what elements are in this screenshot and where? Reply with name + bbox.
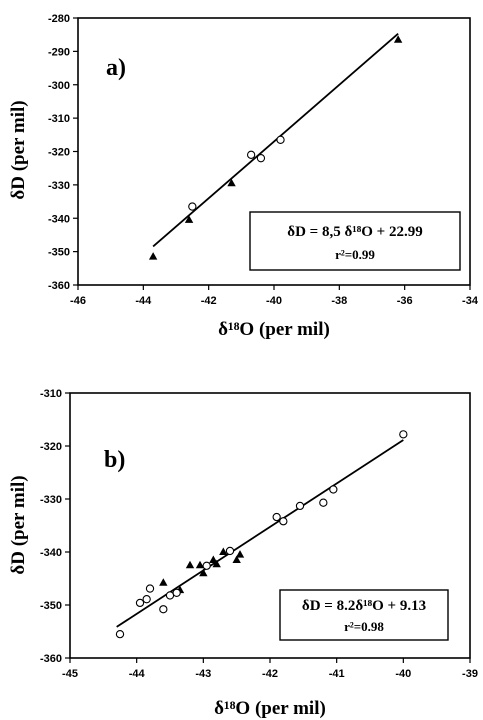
triangle-point [159,578,168,586]
circle-point [225,546,235,556]
panel-label: b) [104,447,125,473]
x-tick-label: -39 [462,668,478,680]
x-axis-label: δ¹⁸O (per mil) [218,319,330,340]
circle-point [276,135,285,144]
circle-point [135,598,145,608]
regression-line [152,33,399,248]
circle-point [115,630,125,639]
y-tick-label: -350 [40,600,62,612]
x-tick-label: -36 [397,295,413,307]
y-tick-label: -310 [40,388,62,400]
circle-point [159,605,168,614]
y-tick-label: -280 [48,13,70,25]
x-tick-label: -45 [62,668,78,680]
y-tick-label: -300 [48,80,70,92]
x-tick-label: -38 [331,295,347,307]
y-tick-label: -340 [48,213,70,225]
x-tick-label: -44 [129,668,146,680]
y-tick-label: -360 [48,280,70,292]
triangle-point [184,215,194,223]
equation-text: δD = 8.2δ¹⁸O + 9.13 [302,598,426,614]
triangle-point [235,550,245,558]
x-tick-label: -43 [195,668,211,680]
y-tick-label: -290 [48,46,70,58]
triangle-point [209,555,218,563]
chart-panel-1: -46 -44 -42 -40 -38 -36 -34 -280 -290 -300 -310 -32… [8,13,479,340]
x-tick-label: -40 [395,668,411,680]
y-tick-label: -330 [48,180,70,192]
y-tick-label: -330 [40,494,62,506]
circle-point [256,154,266,163]
triangle-point [393,35,403,43]
circle-point [329,485,338,494]
circle-point [202,561,211,570]
x-axis-label: δ¹⁸O (per mil) [214,698,326,719]
circle-point [279,517,288,526]
y-tick-label: -320 [40,441,62,453]
y-axis-label: δD (per mil) [8,100,29,199]
circle-point [188,202,197,211]
x-tick-label: -46 [70,295,86,307]
circle-point [246,150,256,159]
equation-box [279,589,449,641]
x-tick-label: -42 [201,295,217,307]
x-tick-label: -40 [266,295,282,307]
circle-point [295,501,305,511]
x-tick-label: -44 [135,295,152,307]
triangle-point [219,547,228,555]
circle-point [142,595,151,604]
r-squared-text: r²=0.99 [335,247,375,262]
circle-point [172,588,181,597]
triangle-point [185,560,195,569]
triangle-point [195,560,205,569]
panel-label: a) [106,55,126,81]
x-tick-label: -41 [329,668,345,680]
chart-panel-2: -45 -44 -43 -42 -41 -40 -39 -310 -320 -330 -340 -35… [8,388,478,719]
equation-text: δD = 8,5 δ¹⁸O + 22.99 [287,224,422,240]
triangle-point [227,178,236,187]
y-tick-label: -340 [40,547,62,559]
triangle-point [212,559,221,568]
y-axis-label: δD (per mil) [8,475,29,574]
x-tick-label: -42 [262,668,278,680]
circle-point [145,584,155,593]
equation-box [249,211,461,271]
circle-point [399,430,408,439]
r-squared-text: r²=0.98 [344,619,384,634]
triangle-point [199,568,208,577]
y-tick-label: -350 [48,247,70,259]
y-tick-label: -310 [48,113,70,125]
regression-line [116,439,404,628]
circle-point [272,512,281,522]
triangle-point [148,252,158,260]
circle-point [319,498,328,507]
x-tick-label: -34 [462,295,479,307]
triangle-point [232,555,241,563]
y-tick-label: -360 [40,653,62,665]
y-tick-label: -320 [48,147,70,159]
